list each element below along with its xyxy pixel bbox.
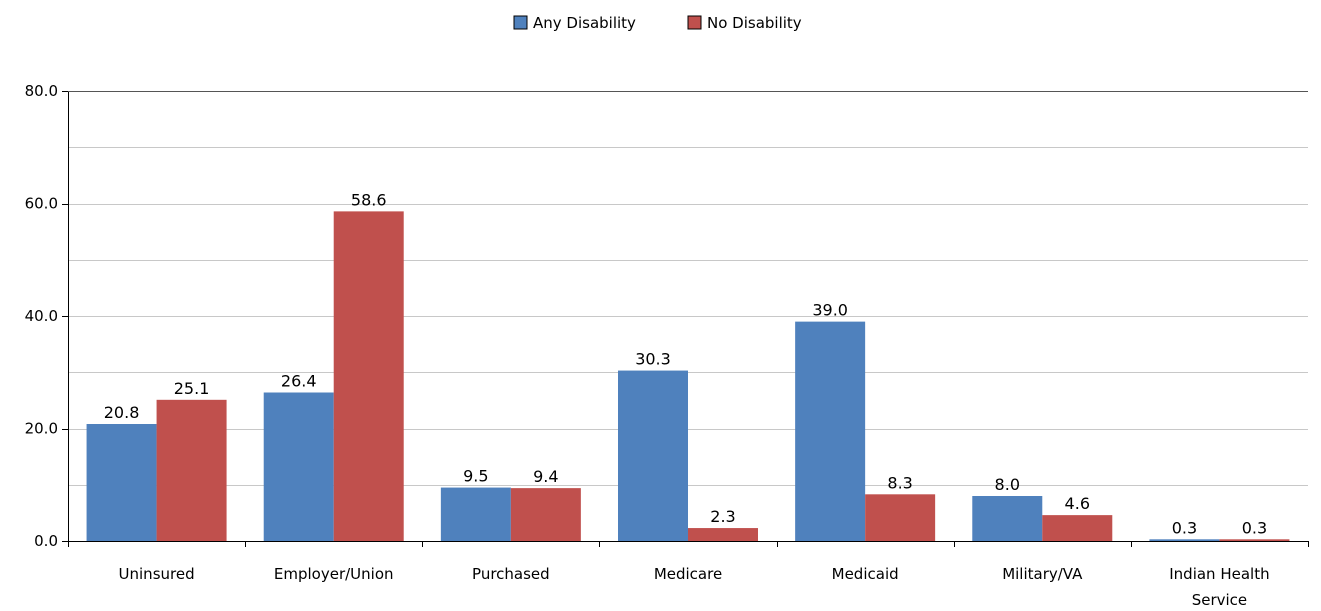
category-label: Purchased	[472, 565, 550, 583]
bar-2-1	[510, 488, 581, 541]
data-label-5-1: 4.6	[1065, 494, 1090, 513]
data-label-4-0: 39.0	[812, 301, 848, 320]
data-label-5-0: 8.0	[995, 475, 1020, 494]
legend-swatch-0	[513, 15, 528, 30]
category-label: Uninsured	[119, 565, 195, 583]
x-axis-labels: Uninsured Employer/Union Purchased Medicare…	[119, 565, 1270, 609]
bar-1-0	[263, 392, 334, 541]
y-tick-label: 0.0	[34, 532, 58, 550]
data-label-3-1: 2.3	[710, 507, 735, 526]
data-label-4-1: 8.3	[887, 473, 912, 492]
y-tick-label: 80.0	[25, 82, 58, 100]
category-label: Medicaid	[832, 565, 899, 583]
data-label-2-1: 9.4	[533, 467, 558, 486]
category-label: Employer/Union	[274, 565, 394, 583]
y-axis-ticks: 0.0 20.0 40.0 60.0 80.0	[25, 82, 68, 550]
bar-4-1	[865, 494, 936, 541]
bar-3-0	[618, 370, 688, 541]
bar-5-1	[1042, 515, 1113, 541]
data-label-1-0: 26.4	[281, 372, 317, 391]
bar-5-0	[972, 496, 1043, 541]
data-label-6-0: 0.3	[1172, 518, 1197, 537]
data-label-0-1: 25.1	[174, 379, 210, 398]
bar-0-1	[156, 399, 227, 541]
bar-1-1	[333, 211, 404, 541]
data-labels: 20.8 25.1 26.4 58.6 9.5 9.4 30.3 2.3 39.0 8.3 8.0 4…	[104, 190, 1267, 537]
category-label: Service	[1192, 591, 1247, 609]
bar-3-1	[688, 528, 758, 541]
y-tick-label: 40.0	[25, 307, 58, 325]
y-tick-label: 60.0	[25, 195, 58, 213]
category-label: Indian Health	[1169, 565, 1269, 583]
data-label-2-0: 9.5	[463, 467, 488, 486]
bars	[86, 211, 1290, 541]
data-label-6-1: 0.3	[1242, 518, 1267, 537]
data-label-0-0: 20.8	[104, 403, 140, 422]
y-tick-label: 20.0	[25, 420, 58, 438]
bar-6-1	[1219, 539, 1290, 541]
bar-2-0	[440, 487, 511, 541]
legend-swatch-1	[687, 15, 702, 30]
axes	[68, 91, 1309, 547]
data-label-1-1: 58.6	[351, 190, 387, 209]
category-label: Military/VA	[1002, 565, 1083, 583]
bar-6-0	[1149, 539, 1220, 541]
category-label: Medicare	[654, 565, 722, 583]
legend-label-1: No Disability	[707, 14, 802, 32]
data-label-3-0: 30.3	[635, 350, 671, 369]
legend-label-0: Any Disability	[533, 14, 636, 32]
bar-4-0	[795, 321, 866, 541]
legend: Any Disability No Disability	[513, 14, 802, 32]
bar-0-0	[86, 424, 157, 541]
